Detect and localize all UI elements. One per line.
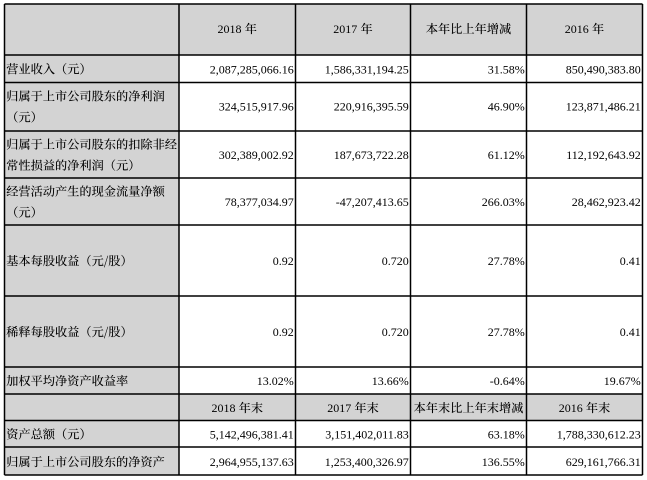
svg-text:266.03%: 266.03% bbox=[482, 195, 525, 209]
svg-text:-47,207,413.65: -47,207,413.65 bbox=[336, 195, 409, 209]
svg-text:61.12%: 61.12% bbox=[488, 148, 525, 162]
svg-text:-0.64%: -0.64% bbox=[490, 374, 525, 388]
svg-text:0.92: 0.92 bbox=[273, 254, 294, 268]
svg-text:187,673,722.28: 187,673,722.28 bbox=[334, 148, 409, 162]
svg-text:5,142,496,381.41: 5,142,496,381.41 bbox=[210, 428, 294, 442]
svg-text:1,253,400,326.97: 1,253,400,326.97 bbox=[325, 455, 409, 469]
svg-text:27.78%: 27.78% bbox=[488, 254, 525, 268]
svg-text:0.720: 0.720 bbox=[382, 325, 409, 339]
svg-text:220,916,395.59: 220,916,395.59 bbox=[334, 99, 409, 113]
svg-text:13.66%: 13.66% bbox=[372, 374, 409, 388]
svg-text:2,087,285,066.16: 2,087,285,066.16 bbox=[210, 62, 294, 76]
svg-text:324,515,917.96: 324,515,917.96 bbox=[219, 99, 294, 113]
svg-text:302,389,002.92: 302,389,002.92 bbox=[219, 148, 294, 162]
svg-text:136.55%: 136.55% bbox=[482, 455, 525, 469]
svg-text:2017: 2017 bbox=[333, 22, 357, 36]
svg-text:31.58%: 31.58% bbox=[488, 62, 525, 76]
svg-text:2017: 2017 bbox=[327, 401, 351, 415]
svg-text:78,377,034.97: 78,377,034.97 bbox=[225, 195, 294, 209]
svg-text:3,151,402,011.83: 3,151,402,011.83 bbox=[325, 428, 409, 442]
svg-text:2016: 2016 bbox=[565, 22, 589, 36]
svg-text:123,871,486.21: 123,871,486.21 bbox=[566, 99, 641, 113]
svg-text:2,964,955,137.63: 2,964,955,137.63 bbox=[210, 455, 294, 469]
svg-text:19.67%: 19.67% bbox=[604, 374, 641, 388]
svg-text:112,192,643.92: 112,192,643.92 bbox=[566, 148, 641, 162]
svg-text:2018: 2018 bbox=[218, 22, 242, 36]
svg-text:2018: 2018 bbox=[211, 401, 235, 415]
svg-text:28,462,923.42: 28,462,923.42 bbox=[572, 195, 641, 209]
svg-text:46.90%: 46.90% bbox=[488, 99, 525, 113]
svg-text:13.02%: 13.02% bbox=[257, 374, 294, 388]
svg-text:0.92: 0.92 bbox=[273, 325, 294, 339]
svg-text:2016: 2016 bbox=[559, 401, 583, 415]
svg-text:1,788,330,612.23: 1,788,330,612.23 bbox=[557, 428, 641, 442]
svg-text:63.18%: 63.18% bbox=[488, 428, 525, 442]
svg-text:629,161,766.31: 629,161,766.31 bbox=[566, 455, 641, 469]
svg-text:850,490,383.80: 850,490,383.80 bbox=[566, 62, 641, 76]
svg-text:0.41: 0.41 bbox=[620, 254, 641, 268]
svg-text:27.78%: 27.78% bbox=[488, 325, 525, 339]
svg-text:1,586,331,194.25: 1,586,331,194.25 bbox=[325, 62, 409, 76]
svg-text:0.720: 0.720 bbox=[382, 254, 409, 268]
svg-text:0.41: 0.41 bbox=[620, 325, 641, 339]
